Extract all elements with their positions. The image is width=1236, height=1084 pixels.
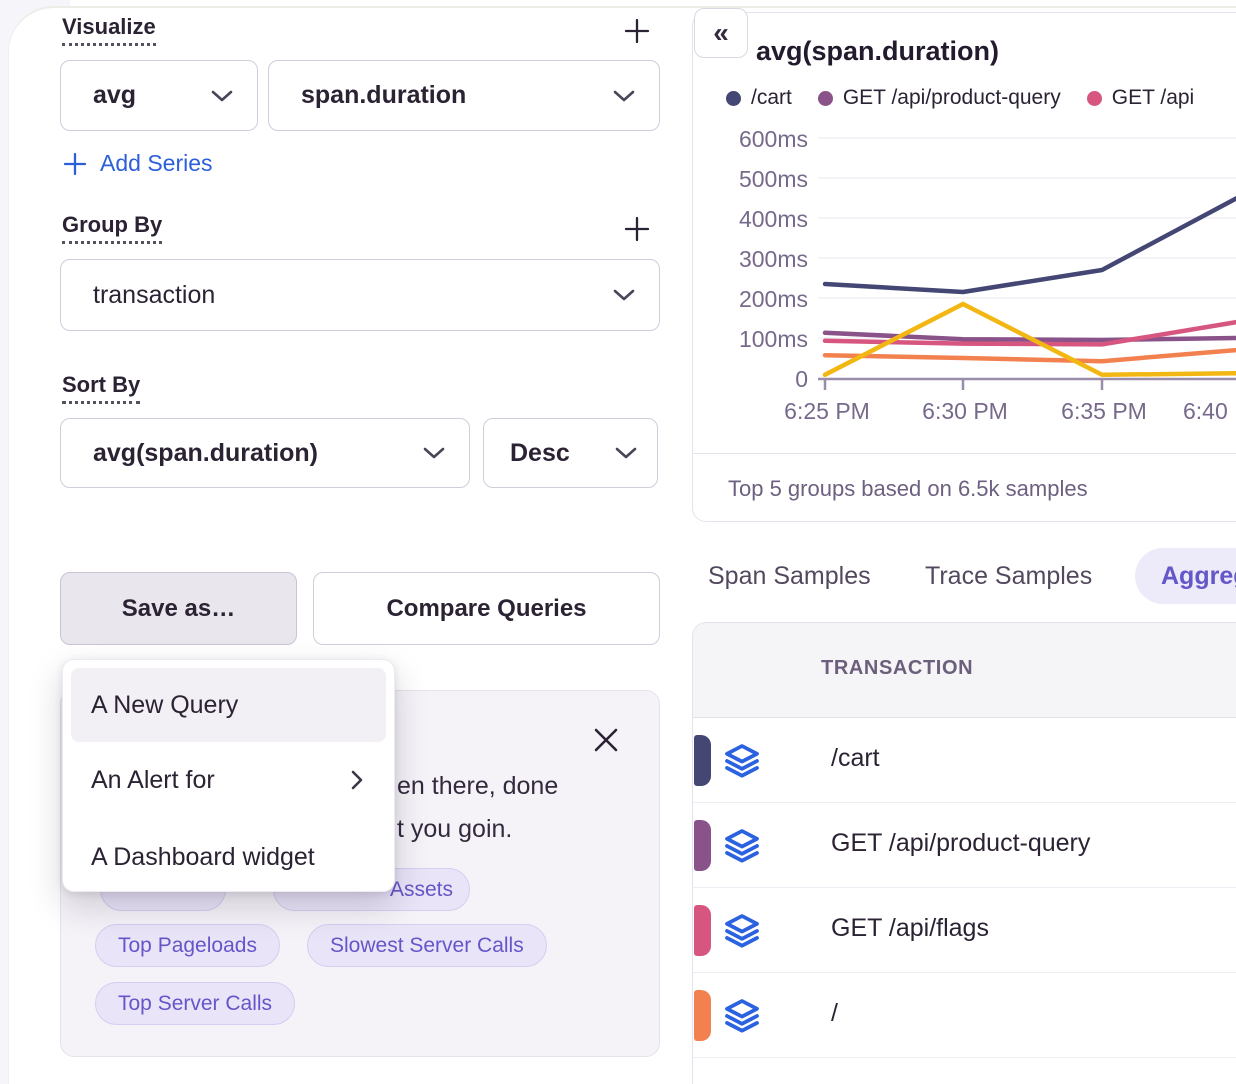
chart-series-line [822,319,1236,347]
y-axis-tick-label: 100ms [738,326,808,352]
aggregate-select[interactable]: avg [60,60,258,131]
save-as-menu: A New Query An Alert for A Dashboard widge… [62,659,395,892]
legend-item[interactable]: GET /api [1086,86,1195,110]
save-menu-item[interactable]: A Dashboard widget [71,818,386,896]
add-series-label: Add Series [100,150,213,176]
add-series-link[interactable]: Add Series [62,150,213,177]
legend-dot [726,90,741,106]
series-color-bar [694,735,711,786]
chart-card [692,12,1236,522]
banner-text-line: t you goin. [397,815,513,843]
plus-icon [63,152,87,175]
suggested-query-pill-label: Top Server Calls [118,991,273,1015]
save-menu-item[interactable]: An Alert for [71,742,386,818]
x-axis-tick-label: 6:40 [1183,398,1228,424]
group-by-select[interactable]: transaction [60,259,660,331]
chart-plot[interactable] [692,118,1236,418]
sort-field-select[interactable]: avg(span.duration) [60,418,470,488]
compare-queries-button[interactable]: Compare Queries [313,572,660,645]
table-row[interactable]: /cart [693,718,1236,803]
spans-stack-icon [725,829,759,863]
chart-series-line [822,301,1236,378]
chart-sample-note: Top 5 groups based on 6.5k samples [728,476,1088,501]
suggested-query-pill-label: Assets [389,877,453,901]
collapse-icon: « [713,17,729,48]
sort-direction-select[interactable]: Desc [483,418,658,488]
y-axis-tick-label: 200ms [738,286,808,312]
x-axis-tick-label: 6:30 PM [922,398,1008,424]
spans-stack-icon [725,744,759,778]
y-axis-tick-label: 400ms [738,206,808,232]
series-color-bar [694,990,711,1041]
legend-dot [817,90,833,106]
transaction-column-header: TRANSACTION [821,657,974,679]
suggested-query-pill-label: Slowest Server Calls [330,933,524,957]
banner-text-line: en there, done [397,772,559,800]
chevron-down-icon [423,447,445,459]
close-icon[interactable] [592,726,620,754]
field-select[interactable]: span.duration [268,60,660,131]
chart-series-line [822,347,1236,364]
spans-stack-icon [725,914,759,948]
spans-stack-icon [725,999,759,1033]
suggested-query-pill[interactable]: Top Server Calls [95,982,296,1025]
suggested-query-pill[interactable]: Top Pageloads [95,924,280,967]
y-axis-tick-label: 0 [795,366,808,392]
legend-item[interactable]: /cart [726,86,792,110]
chevron-down-icon [613,289,635,301]
save-menu-item-label: An Alert for [91,765,215,794]
save-menu-item-label: A Dashboard widget [91,842,315,871]
transaction-cell: / [831,999,838,1027]
x-axis-tick-label: 6:25 PM [784,398,870,424]
collapse-panel-button[interactable]: « [694,8,748,58]
table-row[interactable]: / [693,973,1236,1058]
x-axis-tick-label: 6:35 PM [1061,398,1147,424]
aggregates-table: TRANSACTION /cart GET /api/product-query G… [692,622,1236,1084]
tab-aggreg[interactable]: Aggreg [1135,548,1236,604]
transaction-cell: GET /api/product-query [831,829,1091,857]
chart-series-line [822,195,1236,295]
add-visualize-button[interactable] [622,16,652,46]
tab-label: Span Samples [708,562,871,590]
sort-by-heading: Sort By [62,372,141,404]
chevron-down-icon [613,90,635,101]
transaction-cell: /cart [831,744,880,772]
suggested-query-pill-label: Top Pageloads [118,933,257,957]
chevron-down-icon [211,90,233,101]
series-color-bar [694,820,711,871]
submenu-chevron-icon [351,770,363,790]
tab-span-samples[interactable]: Span Samples [708,562,871,591]
add-group-by-button[interactable] [622,214,652,244]
chart-footer-divider [693,453,1236,454]
group-by-heading: Group By [62,212,163,244]
tab-label: Aggreg [1161,561,1236,590]
series-color-bar [694,905,711,956]
table-row[interactable]: GET /api/product-query [693,803,1236,888]
save-as-button[interactable]: Save as… [60,572,297,645]
y-axis-tick-label: 600ms [738,126,808,152]
legend-dot [1086,90,1102,106]
results-tabs: Span Samples Trace Samples Aggreg [692,548,1236,604]
chart-title: avg(span.duration) [756,36,1000,66]
legend-label: GET /api/product-query [842,86,1061,109]
y-axis-tick-label: 300ms [738,246,808,272]
legend-label: GET /api [1111,86,1195,109]
tab-trace-samples[interactable]: Trace Samples [925,562,1092,591]
chevron-down-icon [615,447,637,459]
chart-legend: /cart GET /api/product-query GET /api [726,86,1236,110]
save-menu-item[interactable]: A New Query [71,668,386,742]
y-axis-tick-label: 500ms [738,166,808,192]
tab-label: Trace Samples [925,562,1093,590]
visualize-heading: Visualize [62,14,156,46]
suggested-query-pill[interactable]: Slowest Server Calls [307,924,547,967]
transaction-cell: GET /api/flags [831,914,989,942]
table-header-row: TRANSACTION [693,623,1236,718]
legend-item[interactable]: GET /api/product-query [817,86,1061,110]
legend-label: /cart [751,86,792,109]
table-row[interactable]: GET /api/flags [693,888,1236,973]
save-menu-item-label: A New Query [91,690,239,719]
